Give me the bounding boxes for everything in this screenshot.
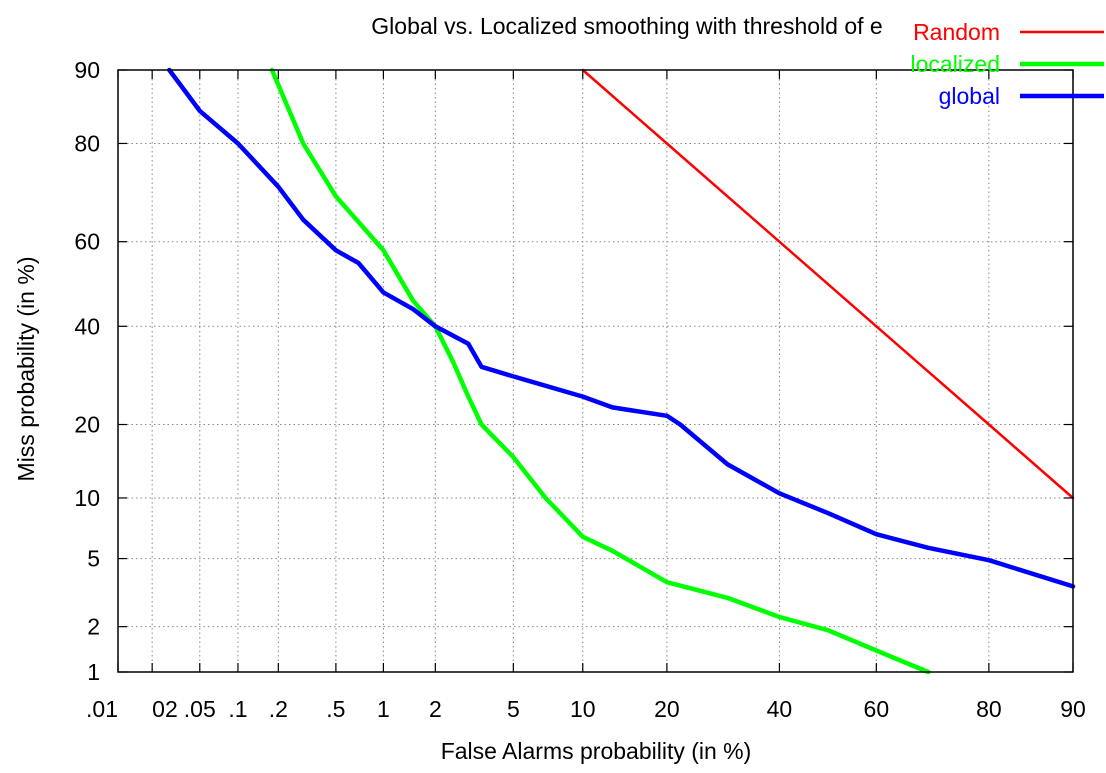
plot-frame [117, 69, 1074, 673]
x-tick-label: 5 [507, 696, 520, 722]
x-tick-label: 60 [864, 696, 890, 722]
x-tick-label: 90 [1060, 696, 1086, 722]
y-tick-label: 10 [74, 485, 100, 511]
grid [118, 70, 1073, 672]
y-tick-label: 2 [87, 614, 100, 640]
x-tick-label: 80 [976, 696, 1002, 722]
y-tick-label: 80 [74, 130, 100, 156]
tick-marks [117, 69, 1074, 673]
x-tick-label: 20 [654, 696, 680, 722]
y-tick-label: 1 [87, 659, 100, 685]
x-axis-label: False Alarms probability (in %) [441, 738, 752, 764]
y-tick-label: 40 [74, 313, 100, 339]
x-tick-labels: .01 02.05 .1 .2 .5 1 2 5 10 20 40 60 80 90 [86, 696, 1086, 722]
x-tick-label: 2 [429, 696, 442, 722]
y-axis-label: Miss probability (in %) [13, 257, 39, 482]
y-tick-label: 20 [74, 412, 100, 438]
x-tick-label: 10 [570, 696, 596, 722]
x-tick-label: 02 [152, 696, 178, 722]
series-line-localized [269, 67, 931, 675]
y-tick-label: 60 [74, 229, 100, 255]
x-tick-label: .5 [326, 696, 345, 722]
legend: Random localized global [911, 19, 1104, 109]
legend-label-localized: localized [911, 51, 1001, 77]
y-tick-label: 5 [87, 546, 100, 572]
series-line-global [167, 67, 1076, 589]
chart-title: Global vs. Localized smoothing with thre… [371, 13, 882, 39]
x-tick-label: .01 [86, 696, 118, 722]
series-group [167, 67, 1076, 675]
x-tick-label: .1 [228, 696, 247, 722]
legend-label-global: global [939, 83, 1000, 109]
y-tick-label: 90 [74, 57, 100, 83]
legend-label-random: Random [913, 19, 1000, 45]
x-tick-label: .05 [184, 696, 216, 722]
series-line-random [581, 68, 1075, 500]
x-tick-label: .2 [269, 696, 288, 722]
x-tick-label: 1 [377, 696, 390, 722]
x-tick-label: 40 [767, 696, 793, 722]
y-tick-labels: 1 2 5 10 20 40 60 80 90 [74, 57, 100, 685]
